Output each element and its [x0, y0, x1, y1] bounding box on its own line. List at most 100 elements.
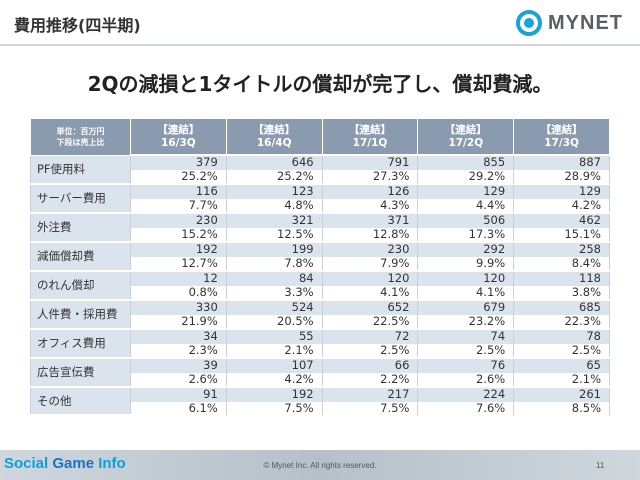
row-label: 広告宣伝費: [30, 358, 131, 388]
ratio-cell: 4.3%: [321, 198, 419, 213]
ratio-cell: 25.2%: [130, 169, 227, 184]
column-header: 【連結】 17/2Q: [417, 118, 515, 156]
column-period: 17/3Q: [544, 136, 579, 149]
column-header: 【連結】 16/4Q: [225, 118, 323, 156]
table-row: 外注費 230 321 371 506 462: [30, 212, 610, 243]
ratio-cell: 2.2%: [321, 372, 419, 387]
column-period: 17/1Q: [352, 136, 388, 149]
value-cell: 462: [513, 212, 610, 228]
value-cell: 230: [321, 241, 419, 257]
ratio-cell: 4.4%: [417, 198, 515, 213]
ratio-cell: 12.7%: [130, 256, 227, 271]
column-tag: 【連結】: [348, 123, 391, 136]
watermark-part-3: Info: [94, 455, 126, 472]
value-cell: 192: [225, 386, 323, 402]
ratio-cell: 6.1%: [130, 401, 227, 415]
ratio-cell: 7.7%: [130, 198, 227, 213]
ratio-cell: 15.2%: [130, 227, 227, 242]
ratio-cell: 4.8%: [225, 198, 323, 213]
table-row-ratio: 21.9% 20.5% 22.5% 23.2% 22.3%: [31, 314, 610, 329]
table-row: のれん償却 12 84 120 120 118: [30, 270, 610, 301]
ratio-cell: 12.8%: [321, 227, 419, 242]
value-cell: 652: [321, 299, 419, 315]
value-cell: 646: [225, 154, 323, 170]
ratio-cell: 8.5%: [513, 401, 610, 415]
ratio-cell: 7.9%: [321, 256, 419, 271]
column-tag: 【連結】: [253, 123, 296, 136]
value-cell: 791: [321, 154, 419, 170]
row-label: その他: [30, 387, 131, 416]
table-row-ratio: 25.2% 25.2% 27.3% 29.2% 28.9%: [31, 169, 610, 184]
table-row: サーバー費用 116 123 126 129 129: [30, 183, 610, 214]
row-label: 人件費・採用費: [30, 300, 131, 330]
ratio-cell: 23.2%: [417, 314, 515, 329]
unit-line-1: 単位：百万円: [56, 126, 105, 136]
ratio-cell: 27.3%: [321, 169, 419, 184]
logo-text: MYNET: [548, 11, 623, 34]
watermark-part-1: Social: [4, 455, 53, 472]
ratio-cell: 7.8%: [225, 256, 323, 271]
column-period: 16/3Q: [161, 136, 196, 149]
table-row-ratio: 7.7% 4.8% 4.3% 4.4% 4.2%: [31, 198, 610, 213]
row-label: のれん償却: [30, 271, 131, 301]
page-title: 費用推移(四半期): [14, 16, 141, 35]
ratio-cell: 2.1%: [513, 372, 610, 387]
value-cell: 116: [130, 183, 227, 199]
ratio-cell: 15.1%: [513, 227, 610, 242]
ratio-cell: 4.2%: [225, 372, 323, 387]
row-label: オフィス費用: [30, 329, 131, 359]
table-row-ratio: 2.3% 2.1% 2.5% 2.5% 2.5%: [31, 343, 610, 358]
ratio-cell: 25.2%: [225, 169, 323, 184]
value-cell: 107: [225, 357, 323, 373]
ratio-cell: 3.8%: [513, 285, 610, 300]
value-cell: 258: [513, 241, 610, 257]
table-row-ratio: 2.6% 4.2% 2.2% 2.6% 2.1%: [31, 372, 610, 387]
value-cell: 330: [130, 299, 227, 315]
table-row: その他 91 192 217 224 261: [30, 386, 610, 416]
value-cell: 78: [513, 328, 610, 344]
value-cell: 371: [321, 212, 419, 228]
ratio-cell: 2.5%: [321, 343, 419, 358]
ratio-cell: 4.1%: [321, 285, 419, 300]
table-row: 広告宣伝費 39 107 66 76 65: [30, 357, 610, 388]
cost-table: 単位：百万円 下段は売上比 【連結】 16/3Q 【連結】 16/4Q 【連結】 17…: [30, 118, 610, 416]
value-cell: 261: [513, 386, 610, 402]
ratio-cell: 4.2%: [513, 198, 610, 213]
mynet-logo-icon: [516, 10, 542, 36]
watermark-logo: Social Game Info: [4, 455, 126, 472]
value-cell: 887: [513, 154, 610, 170]
ratio-cell: 2.6%: [417, 372, 515, 387]
column-header: 【連結】 16/3Q: [130, 118, 227, 156]
table-row-ratio: 12.7% 7.8% 7.9% 9.9% 8.4%: [31, 256, 610, 271]
ratio-cell: 28.9%: [513, 169, 610, 184]
value-cell: 224: [417, 386, 515, 402]
table-row-ratio: 6.1% 7.5% 7.5% 7.6% 8.5%: [31, 401, 610, 415]
value-cell: 126: [321, 183, 419, 199]
unit-line-2: 下段は売上比: [56, 137, 105, 147]
value-cell: 679: [417, 299, 515, 315]
value-cell: 76: [417, 357, 515, 373]
headline: 2Qの減損と1タイトルの償却が完了し、償却費減。: [87, 72, 553, 96]
table-body: PF使用料 379 646 791 855 887 25.2% 25.2% 27.3% 29.2%…: [30, 154, 610, 416]
ratio-cell: 2.5%: [417, 343, 515, 358]
ratio-cell: 0.8%: [130, 285, 227, 300]
column-tag: 【連結】: [540, 123, 583, 136]
ratio-cell: 7.5%: [225, 401, 323, 415]
ratio-cell: 29.2%: [417, 169, 515, 184]
table-row-ratio: 0.8% 3.3% 4.1% 4.1% 3.8%: [31, 285, 610, 300]
column-header: 【連結】 17/1Q: [321, 118, 419, 156]
value-cell: 91: [130, 386, 227, 402]
value-cell: 685: [513, 299, 610, 315]
ratio-cell: 17.3%: [417, 227, 515, 242]
value-cell: 855: [417, 154, 515, 170]
ratio-cell: 20.5%: [225, 314, 323, 329]
value-cell: 34: [130, 328, 227, 344]
ratio-cell: 22.3%: [513, 314, 610, 329]
ratio-cell: 22.5%: [321, 314, 419, 329]
header-divider: [0, 44, 640, 46]
table-row: 人件費・採用費 330 524 652 679 685: [30, 299, 610, 330]
copyright: © Mynet Inc. All rights reserved.: [263, 461, 377, 470]
ratio-cell: 7.6%: [417, 401, 515, 415]
table-row: PF使用料 379 646 791 855 887: [30, 154, 610, 185]
row-label: 減価償却費: [30, 242, 131, 272]
